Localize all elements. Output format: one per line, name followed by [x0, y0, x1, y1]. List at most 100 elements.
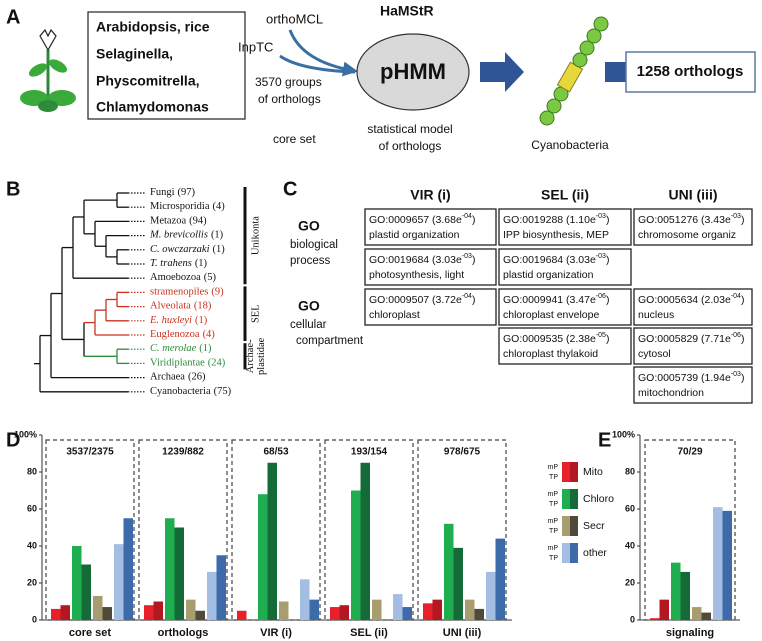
- bar: [671, 562, 681, 620]
- taxon-count: (9): [211, 287, 224, 298]
- y-tick-label: 80: [27, 466, 37, 476]
- count-label: 193/154: [351, 447, 388, 458]
- x-tick-label: VIR (i): [260, 627, 292, 639]
- taxon-count: (4): [203, 329, 216, 340]
- count-label: 68/53: [263, 447, 288, 458]
- taxon-name: C. merolae: [150, 344, 197, 355]
- species-box: [87, 11, 246, 120]
- groups: of orthologs: [258, 92, 321, 106]
- go-text: ): [606, 254, 610, 266]
- x-tick-label: core set: [69, 627, 112, 639]
- count-label: 3537/2375: [66, 447, 114, 458]
- clade-label: Unikonta: [250, 216, 261, 255]
- taxon-count: (1): [199, 344, 212, 355]
- y-tick-label: 80: [625, 466, 635, 476]
- bar: [267, 462, 277, 620]
- row-label-go: GO: [298, 218, 320, 234]
- legend-sublabel: mP: [548, 464, 559, 471]
- clade-label: SEL: [250, 304, 261, 323]
- x-tick-label: signaling: [666, 627, 714, 639]
- taxon-name: Viridiplantae: [150, 358, 205, 369]
- bar: [692, 607, 702, 620]
- arrow: [279, 54, 356, 74]
- taxon-label: Fungi (97): [150, 187, 196, 198]
- go-id: GO:0051276 (3.43e-03): [638, 213, 744, 226]
- bar: [165, 518, 175, 620]
- taxon-name: Metazoa: [150, 216, 186, 227]
- legend-swatch: [570, 516, 578, 536]
- bar: [360, 462, 370, 620]
- bar: [81, 564, 91, 620]
- y-tick-label: 0: [32, 614, 37, 624]
- go-text: GO:0009535 (2.38e: [503, 333, 596, 345]
- go-text: GO:0005829 (7.71e: [638, 333, 731, 345]
- go-term: chromosome organiz: [638, 229, 736, 241]
- go-id: GO:0019684 (3.03e-03): [369, 253, 475, 266]
- go-cell: [633, 208, 753, 246]
- result-box: [625, 51, 756, 93]
- bar: [237, 610, 247, 620]
- taxon-count: (5): [204, 273, 217, 284]
- legend-swatch: [562, 489, 570, 509]
- go-cell: [364, 248, 497, 286]
- legend-label: Chloro: [583, 493, 614, 505]
- bar: [474, 608, 484, 620]
- go-cell: [498, 248, 632, 286]
- panel-letter: D: [6, 429, 20, 451]
- bar: [207, 571, 217, 620]
- go-text: ): [472, 214, 476, 226]
- y-tick-label: 20: [625, 577, 635, 587]
- taxon-name: Fungi: [150, 187, 175, 198]
- go-term: plastid organization: [369, 229, 460, 241]
- go-text: ): [741, 214, 745, 226]
- y-tick-label: 100%: [14, 429, 37, 439]
- bar: [102, 607, 112, 620]
- legend-sublabel: TP: [549, 474, 558, 481]
- cyanobacteria-icon: [539, 16, 609, 126]
- arrow: [288, 29, 358, 77]
- go-id: GO:0005739 (1.94e-03): [638, 371, 744, 384]
- go-id: GO:0009535 (2.38e-05): [503, 332, 609, 345]
- go-id: GO:0005829 (7.71e-06): [638, 332, 744, 345]
- go-exp: -03: [596, 213, 606, 220]
- plant-icon: [20, 28, 76, 112]
- count-label: 1239/882: [162, 447, 204, 458]
- bar: [372, 599, 382, 620]
- legend-swatch: [562, 516, 570, 536]
- taxon-name: Microsporidia: [150, 202, 210, 213]
- go-text: GO:0051276 (3.43e: [638, 214, 731, 226]
- go-term: plastid organization: [503, 269, 594, 281]
- taxon-count: (4): [213, 202, 226, 213]
- legend-label: Mito: [583, 466, 603, 478]
- taxon-name: Euglenozoa: [150, 329, 200, 340]
- go-exp: -04: [462, 293, 472, 300]
- go-exp: -03: [462, 253, 472, 260]
- result: 1258 orthologs: [637, 63, 744, 80]
- go-text: GO:0009507 (3.72e: [369, 294, 462, 306]
- target: Cyanobacteria: [531, 138, 609, 152]
- go-cell: [633, 366, 753, 404]
- bar: [258, 494, 268, 620]
- taxon-count: (18): [194, 301, 212, 312]
- bar: [351, 490, 361, 620]
- bar: [701, 612, 711, 620]
- taxon-count: (97): [178, 187, 196, 198]
- go-text: ): [472, 294, 476, 306]
- go-text: GO:0019684 (3.03e: [369, 254, 462, 266]
- species: Selaginella,: [96, 46, 173, 62]
- bar: [486, 571, 496, 620]
- taxon-label: Euglenozoa (4): [150, 329, 215, 340]
- go-term: cytosol: [638, 348, 671, 360]
- legend-sublabel: mP: [548, 491, 559, 498]
- go-term: photosynthesis, light: [369, 269, 464, 281]
- panel-letter: C: [283, 178, 297, 200]
- taxon-label: Amoebozoa (5): [150, 273, 216, 284]
- go-cell: [498, 327, 632, 365]
- go-id: GO:0009941 (3.47e-06): [503, 293, 609, 306]
- arrow: [480, 52, 524, 92]
- y-tick-label: 100%: [612, 429, 635, 439]
- go-cell: [498, 208, 632, 246]
- taxon-count: (1): [195, 315, 208, 326]
- go-cell: [364, 288, 497, 326]
- bar: [123, 518, 133, 620]
